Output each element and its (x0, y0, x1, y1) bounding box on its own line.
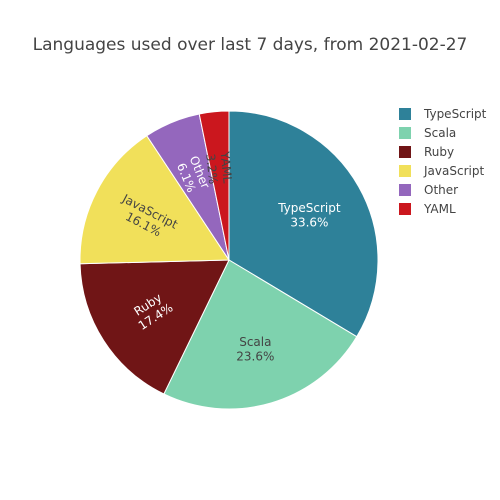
legend-swatch-yaml[interactable] (399, 203, 411, 215)
legend-label-scala[interactable]: Scala (424, 126, 456, 140)
legend-label-ruby[interactable]: Ruby (424, 145, 454, 159)
slice-percent: 23.6% (236, 350, 274, 364)
legend-swatch-ruby[interactable] (399, 146, 411, 158)
slice-label-scala: Scala 23.6% (236, 335, 274, 363)
legend-swatch-javascript[interactable] (399, 165, 411, 177)
legend-label-javascript[interactable]: JavaScript (423, 164, 484, 178)
chart-title: Languages used over last 7 days, from 20… (33, 35, 468, 55)
legend-swatch-typescript[interactable] (399, 108, 411, 120)
legend: TypeScript Scala Ruby JavaScript Other YAML (399, 107, 487, 216)
slice-yaml (198, 110, 230, 261)
legend-swatch-scala[interactable] (399, 127, 411, 139)
legend-label-other[interactable]: Other (424, 183, 458, 197)
slice-typescript (228, 110, 379, 338)
slice-name: TypeScript (277, 201, 341, 215)
legend-swatch-other[interactable] (399, 184, 411, 196)
slice-javascript (79, 135, 230, 265)
pie-slices (79, 110, 379, 410)
slice-name: YAML (217, 150, 234, 184)
legend-label-yaml[interactable]: YAML (423, 202, 456, 216)
slice-name: Scala (239, 335, 271, 349)
slice-percent: 33.6% (290, 215, 328, 229)
legend-label-typescript[interactable]: TypeScript (423, 107, 487, 121)
slice-label-yaml: YAML3.2% (203, 150, 235, 186)
slice-ruby (79, 259, 230, 395)
slice-label-typescript: TypeScript 33.6% (277, 201, 341, 229)
slice-percent: 3.2% (203, 153, 220, 185)
slice-scala (163, 259, 358, 410)
